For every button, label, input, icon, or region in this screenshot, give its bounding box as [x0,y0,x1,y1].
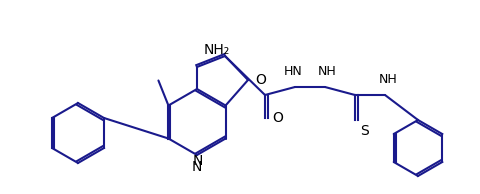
Text: NH₂: NH₂ [204,43,230,57]
Text: O: O [272,111,283,125]
Text: NH: NH [318,65,336,78]
Text: O: O [255,73,266,87]
Text: HN: HN [284,65,302,78]
Text: S: S [360,124,369,138]
Text: N: N [193,154,203,168]
Text: N: N [192,160,202,174]
Text: NH: NH [379,73,397,86]
